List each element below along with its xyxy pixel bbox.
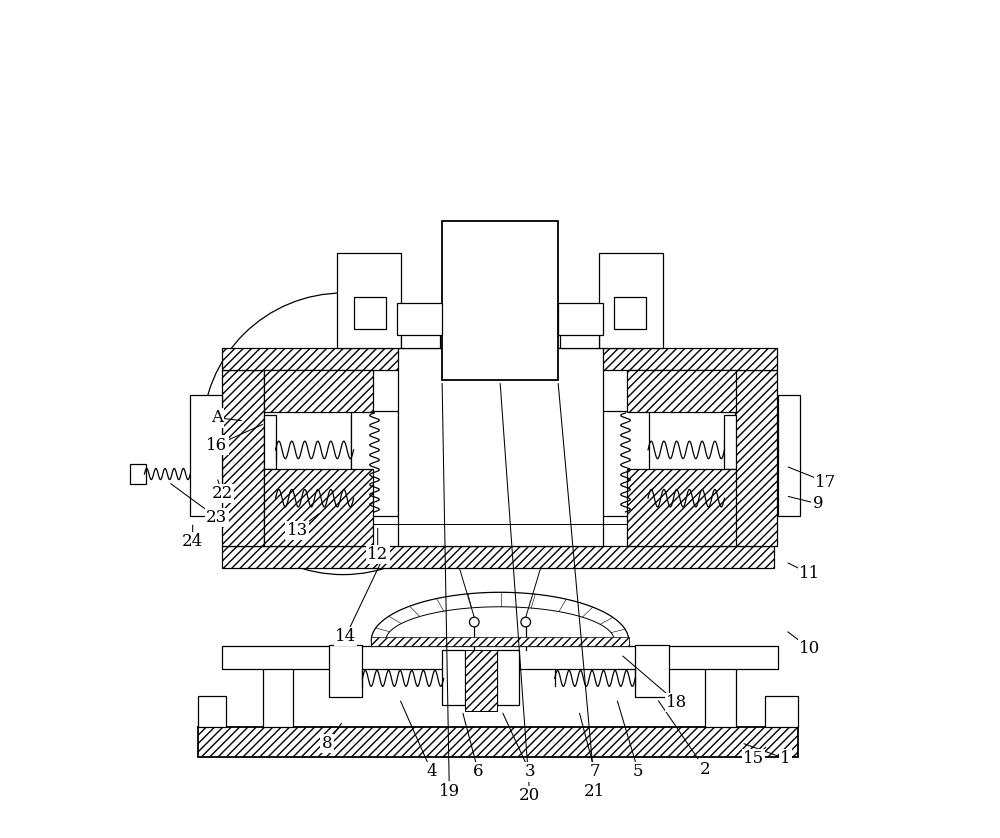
Text: 17: 17	[815, 473, 836, 490]
Text: 16: 16	[206, 437, 227, 453]
Bar	[724, 415, 736, 469]
Text: 6: 6	[473, 763, 484, 780]
Text: 7: 7	[590, 763, 600, 780]
Bar	[560, 306, 599, 348]
Bar	[442, 220, 558, 380]
Circle shape	[521, 618, 531, 627]
Bar	[765, 696, 798, 727]
Bar	[263, 666, 293, 727]
Text: 19: 19	[439, 783, 460, 799]
Bar	[222, 370, 264, 546]
Text: 23: 23	[206, 509, 227, 526]
Text: 20: 20	[519, 788, 540, 804]
Bar	[398, 348, 603, 546]
Bar	[371, 637, 629, 646]
Bar	[264, 469, 373, 546]
Text: 15: 15	[743, 750, 764, 768]
Bar	[351, 415, 362, 469]
Text: 21: 21	[584, 783, 606, 799]
Bar	[354, 297, 386, 329]
Text: 4: 4	[426, 763, 437, 780]
Bar	[329, 644, 362, 697]
Bar	[397, 303, 442, 335]
Bar	[198, 727, 798, 758]
Bar	[735, 370, 777, 546]
Text: 8: 8	[322, 735, 332, 752]
Bar	[222, 646, 778, 669]
Bar	[599, 253, 663, 348]
Bar	[264, 370, 373, 412]
Bar	[614, 297, 646, 329]
Bar	[190, 396, 222, 516]
Text: 9: 9	[813, 495, 823, 512]
Bar	[627, 469, 736, 546]
Text: A: A	[211, 409, 223, 427]
Bar	[558, 303, 603, 335]
Bar	[602, 411, 649, 516]
Bar	[465, 650, 497, 711]
Text: 14: 14	[335, 628, 356, 645]
Text: 11: 11	[799, 566, 820, 582]
Text: 22: 22	[212, 485, 233, 502]
Bar	[130, 464, 146, 484]
Text: 3: 3	[524, 763, 535, 780]
Text: 13: 13	[287, 522, 308, 539]
Circle shape	[469, 618, 479, 627]
Bar	[627, 370, 736, 412]
Text: 1: 1	[780, 750, 791, 768]
Bar	[442, 650, 465, 705]
Bar	[637, 415, 648, 469]
Text: 5: 5	[633, 763, 644, 780]
Bar	[222, 348, 777, 370]
Bar	[497, 650, 519, 705]
Bar	[264, 415, 276, 469]
Bar	[198, 696, 226, 727]
Bar	[635, 644, 669, 697]
Text: 12: 12	[367, 546, 388, 563]
Bar	[705, 666, 736, 727]
Bar	[337, 253, 401, 348]
Text: 24: 24	[182, 533, 203, 550]
Bar	[222, 546, 774, 568]
Text: 2: 2	[700, 761, 710, 778]
Text: 18: 18	[666, 694, 688, 711]
Bar	[351, 411, 398, 516]
Bar	[778, 396, 800, 516]
Text: 10: 10	[799, 640, 820, 657]
Bar	[401, 306, 440, 348]
